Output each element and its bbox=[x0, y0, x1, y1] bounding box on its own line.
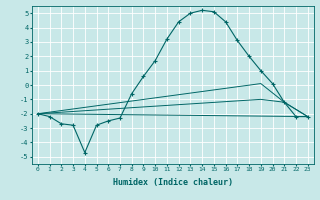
X-axis label: Humidex (Indice chaleur): Humidex (Indice chaleur) bbox=[113, 178, 233, 187]
